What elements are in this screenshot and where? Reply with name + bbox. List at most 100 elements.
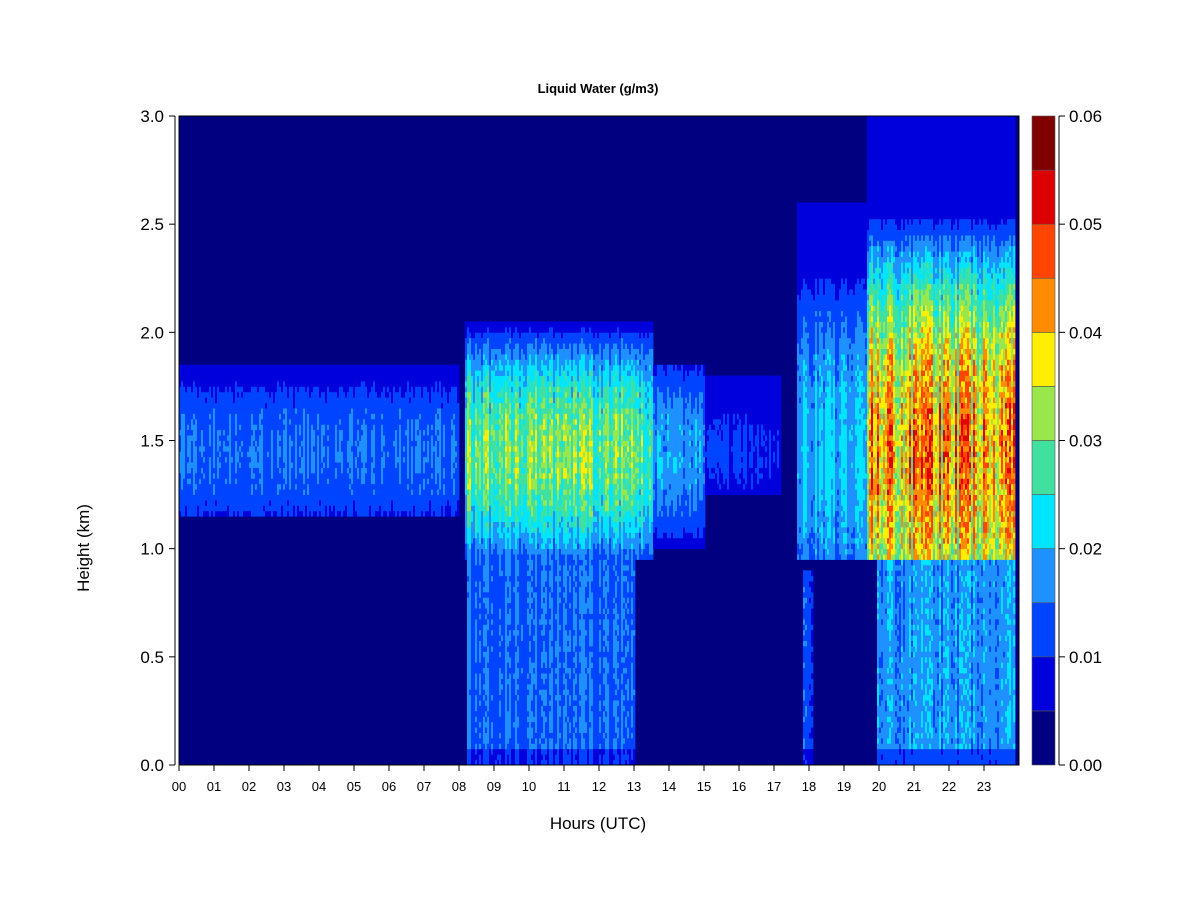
heatmap-cell bbox=[373, 483, 376, 490]
heatmap-cell bbox=[693, 408, 696, 512]
heatmap-cell bbox=[221, 364, 224, 393]
heatmap-cell bbox=[273, 510, 276, 517]
heatmap-cell bbox=[703, 364, 706, 376]
heatmap-cell bbox=[649, 429, 652, 436]
heatmap-cell bbox=[623, 705, 626, 712]
heatmap-cell bbox=[611, 527, 614, 555]
heatmap-cell bbox=[549, 343, 552, 360]
heatmap-cell bbox=[475, 332, 478, 344]
heatmap-cell bbox=[533, 424, 536, 441]
heatmap-cell bbox=[809, 570, 812, 582]
heatmap-cell bbox=[533, 716, 536, 723]
heatmap-cell bbox=[357, 440, 360, 447]
heatmap-cell bbox=[689, 467, 692, 485]
heatmap-cell bbox=[871, 294, 874, 306]
heatmap-cell bbox=[849, 386, 852, 393]
heatmap-cell bbox=[567, 743, 570, 750]
heatmap-cell bbox=[615, 732, 618, 739]
heatmap-cell bbox=[583, 548, 586, 614]
heatmap-cell bbox=[483, 343, 486, 355]
heatmap-cell bbox=[857, 278, 860, 312]
heatmap-cell bbox=[645, 456, 648, 463]
heatmap-cell bbox=[531, 402, 534, 409]
heatmap-cell bbox=[583, 343, 586, 355]
heatmap-cell bbox=[585, 435, 588, 447]
heatmap-cell bbox=[515, 694, 518, 701]
heatmap-cell bbox=[597, 386, 600, 393]
heatmap-cell bbox=[255, 451, 258, 468]
heatmap-cell bbox=[617, 554, 620, 577]
heatmap-cell bbox=[601, 494, 604, 506]
heatmap-cell bbox=[835, 386, 838, 409]
heatmap-cell bbox=[881, 721, 884, 728]
heatmap-cell bbox=[539, 694, 542, 739]
heatmap-cell bbox=[687, 494, 690, 533]
heatmap-cell bbox=[509, 375, 512, 382]
heatmap-cell bbox=[611, 332, 614, 349]
heatmap-cell bbox=[577, 397, 580, 404]
heatmap-cell bbox=[179, 451, 182, 474]
heatmap-cell bbox=[261, 418, 264, 425]
heatmap-cell bbox=[541, 375, 544, 404]
heatmap-cell bbox=[497, 348, 500, 376]
heatmap-cell bbox=[639, 462, 642, 490]
heatmap-cell bbox=[489, 364, 492, 393]
heatmap-cell bbox=[659, 435, 662, 452]
heatmap-cell bbox=[611, 748, 614, 766]
heatmap-cell bbox=[437, 494, 440, 517]
heatmap-cell bbox=[517, 456, 520, 463]
heatmap-cell bbox=[313, 364, 316, 387]
heatmap-cell bbox=[507, 359, 510, 371]
heatmap-cell bbox=[551, 321, 554, 328]
heatmap-cell bbox=[507, 651, 510, 663]
heatmap-cell bbox=[605, 710, 608, 717]
heatmap-cell bbox=[249, 391, 252, 447]
heatmap-cell bbox=[497, 375, 500, 393]
heatmap-cell bbox=[339, 462, 342, 512]
heatmap-cell bbox=[509, 516, 512, 523]
heatmap-cell bbox=[687, 418, 690, 425]
heatmap-cell bbox=[533, 440, 536, 452]
heatmap-cell bbox=[545, 353, 548, 360]
heatmap-cell bbox=[473, 359, 476, 404]
heatmap-cell bbox=[541, 543, 544, 550]
heatmap-cell bbox=[873, 440, 876, 458]
heatmap-cell bbox=[451, 478, 454, 517]
heatmap-cell bbox=[625, 608, 628, 620]
heatmap-cell bbox=[565, 629, 568, 674]
heatmap-cell bbox=[599, 700, 602, 712]
heatmap-cell bbox=[237, 386, 240, 393]
heatmap-cell bbox=[507, 537, 510, 587]
heatmap-cell bbox=[565, 743, 568, 766]
heatmap-cell bbox=[525, 359, 528, 387]
heatmap-cell bbox=[583, 418, 586, 431]
heatmap-cell bbox=[799, 402, 802, 479]
heatmap-cell bbox=[573, 343, 576, 360]
heatmap-cell bbox=[501, 440, 504, 458]
heatmap-cell bbox=[543, 548, 546, 587]
heatmap-cell bbox=[485, 359, 488, 377]
heatmap-cell bbox=[869, 408, 872, 420]
heatmap-cell bbox=[419, 386, 422, 414]
heatmap-cell bbox=[577, 516, 580, 544]
heatmap-cell bbox=[617, 678, 620, 690]
heatmap-cell bbox=[199, 364, 202, 387]
heatmap-cell bbox=[521, 505, 524, 512]
heatmap-cell bbox=[581, 483, 584, 501]
heatmap-cell bbox=[383, 451, 386, 468]
heatmap-cell bbox=[545, 527, 548, 544]
heatmap-cell bbox=[881, 332, 884, 339]
heatmap-cell bbox=[879, 272, 882, 279]
heatmap-cell bbox=[529, 516, 532, 528]
heatmap-cell bbox=[877, 256, 880, 268]
heatmap-cell bbox=[593, 521, 596, 544]
heatmap-cell bbox=[801, 337, 804, 349]
heatmap-cell bbox=[869, 245, 872, 263]
heatmap-cell bbox=[411, 483, 414, 490]
heatmap-cell bbox=[555, 386, 558, 393]
heatmap-cell bbox=[575, 732, 578, 739]
heatmap-cell bbox=[223, 364, 226, 393]
heatmap-cell bbox=[809, 705, 812, 733]
heatmap-cell bbox=[491, 332, 494, 349]
heatmap-cell bbox=[569, 332, 572, 344]
